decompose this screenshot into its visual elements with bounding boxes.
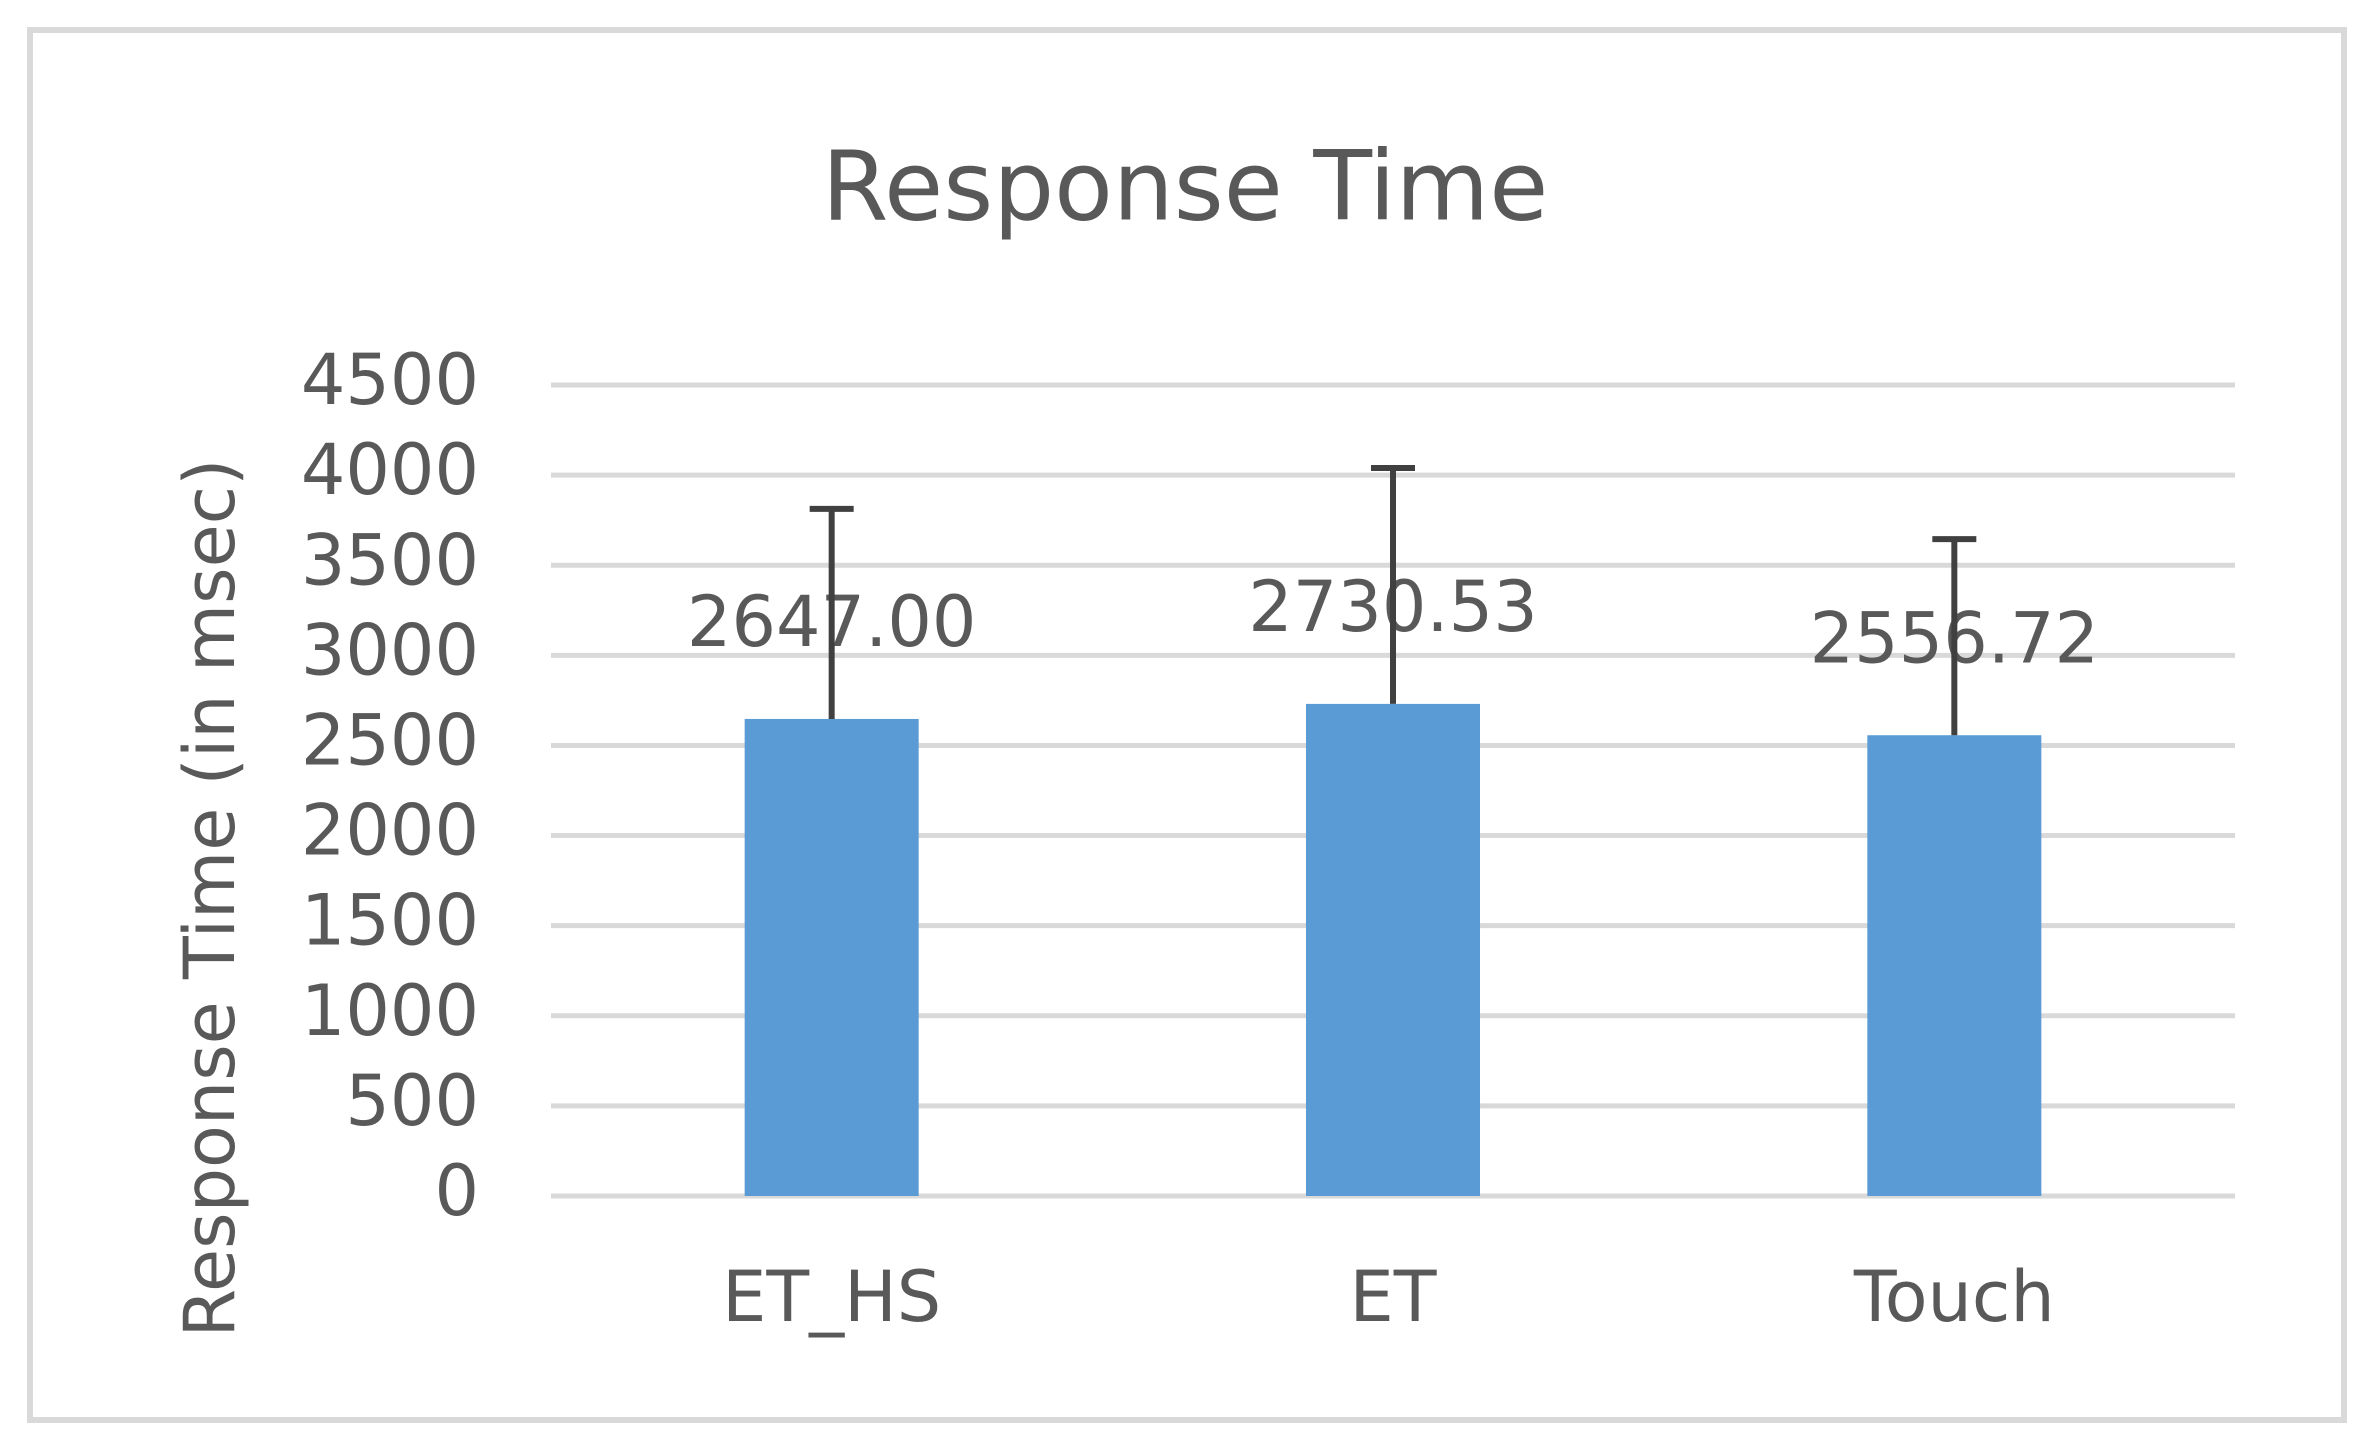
y-tick-label: 2000 xyxy=(301,790,479,872)
y-tick-label: 500 xyxy=(345,1060,479,1142)
bar xyxy=(744,718,919,1196)
x-tick-label: ET xyxy=(1350,1256,1437,1338)
y-tick-label: 0 xyxy=(434,1150,479,1232)
y-tick-label: 1500 xyxy=(301,880,479,962)
bar xyxy=(1305,703,1481,1196)
x-tick-label: Touch xyxy=(1853,1256,2055,1338)
y-tick-label: 2500 xyxy=(301,699,479,781)
y-tick-label: 3500 xyxy=(301,519,479,601)
y-tick-label: 3000 xyxy=(301,609,479,691)
y-tick-label: 4000 xyxy=(301,429,479,511)
x-tick-label: ET_HS xyxy=(722,1256,941,1338)
y-tick-label: 4500 xyxy=(301,339,479,421)
bar xyxy=(1867,735,2042,1196)
chart-title: Response Time xyxy=(822,130,1549,242)
y-axis-label: Response Time (in msec) xyxy=(169,459,251,1338)
y-tick-label: 1000 xyxy=(301,970,479,1052)
